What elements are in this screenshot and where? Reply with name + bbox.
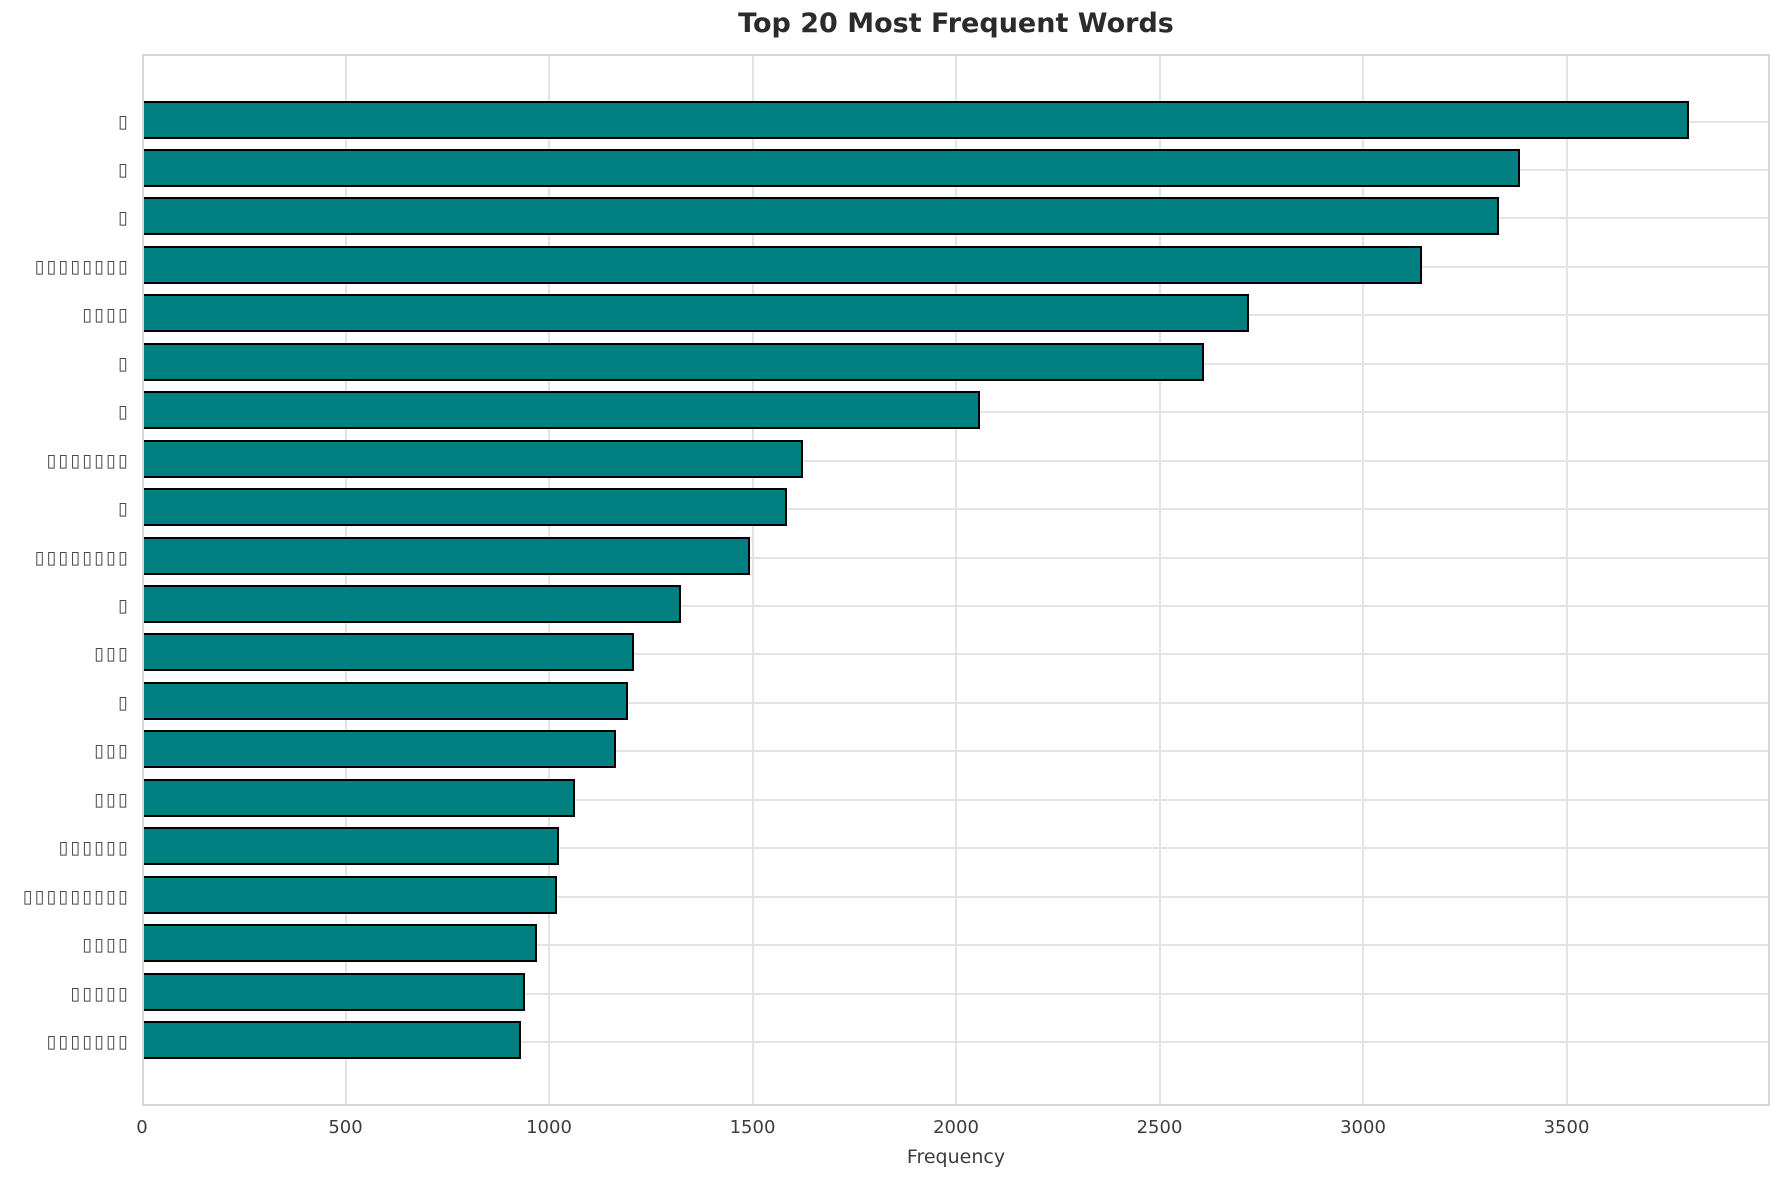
x-tick-label: 0 [136,1117,148,1138]
y-tick-label: ▯ [118,353,130,375]
y-tick-label: ▯ [118,595,130,617]
x-gridline [344,54,347,1106]
y-tick-label: ▯ [118,111,130,132]
y-gridline [142,459,1770,462]
x-gridline [548,54,550,1106]
bar [142,875,558,914]
bar [142,924,537,963]
bar [142,439,804,478]
x-gridline [955,54,957,1106]
bar [142,633,635,672]
x-tick-label: 500 [328,1117,363,1138]
bar [142,294,1250,333]
y-gridline [142,1041,1770,1044]
x-gridline [1158,54,1161,1106]
chart-title: Top 20 Most Frequent Words [738,8,1174,39]
x-gridline [751,54,754,1106]
y-tick-label: ▯ [118,207,130,229]
y-tick-label: ▯ [118,401,130,423]
y-tick-label: ▯▯▯▯▯▯▯▯ [34,256,130,278]
bar [142,827,560,866]
x-tick-label: 1000 [526,1117,572,1138]
y-gridline [142,895,1770,898]
bar [142,972,525,1011]
y-tick-label: ▯▯▯▯▯ [70,983,130,1005]
bar [142,488,788,527]
bar [142,148,1520,187]
bar [142,730,617,769]
y-tick-label: ▯▯▯▯▯▯▯ [46,1031,130,1053]
y-tick-label: ▯▯▯▯▯▯▯▯▯ [22,886,130,908]
bar [142,197,1500,236]
bar [142,1021,521,1060]
bar [142,536,751,575]
y-tick-label: ▯ [118,498,130,520]
y-tick-label: ▯▯▯ [94,789,130,811]
y-gridline [142,750,1770,753]
y-gridline [142,992,1770,995]
bar [142,585,682,623]
y-gridline [142,556,1770,559]
y-tick-label: ▯▯▯▯▯▯ [58,837,130,859]
bar [142,245,1422,284]
x-tick-label: 2000 [933,1117,979,1138]
x-axis-title: Frequency [906,1146,1006,1168]
bar [142,342,1205,381]
y-gridline [142,653,1770,656]
y-gridline [142,798,1770,801]
y-gridline [142,944,1770,947]
x-tick-label: 3000 [1340,1117,1386,1138]
y-tick-label: ▯▯▯ [94,643,130,665]
x-gridline [1565,54,1568,1106]
y-tick-label: ▯▯▯▯ [82,934,130,956]
y-tick-label: ▯ [118,159,130,181]
x-tick-label: 2500 [1136,1117,1183,1138]
bar [142,391,981,430]
bar [142,100,1689,139]
y-tick-label: ▯▯▯▯ [82,304,130,326]
x-tick-label: 3500 [1543,1117,1590,1138]
y-gridline [142,605,1770,607]
bar [142,778,576,817]
y-gridline [142,508,1770,511]
y-tick-label: ▯▯▯ [94,740,130,762]
x-tick-label: 1500 [729,1117,776,1138]
y-tick-label: ▯▯▯▯▯▯▯▯ [34,547,130,569]
y-tick-label: ▯ [118,692,130,714]
y-gridline [142,701,1770,704]
y-tick-label: ▯▯▯▯▯▯▯ [46,450,130,472]
y-gridline [142,847,1770,850]
plot-area [142,54,1770,1106]
bar [142,681,629,720]
x-gridline [1362,54,1364,1106]
